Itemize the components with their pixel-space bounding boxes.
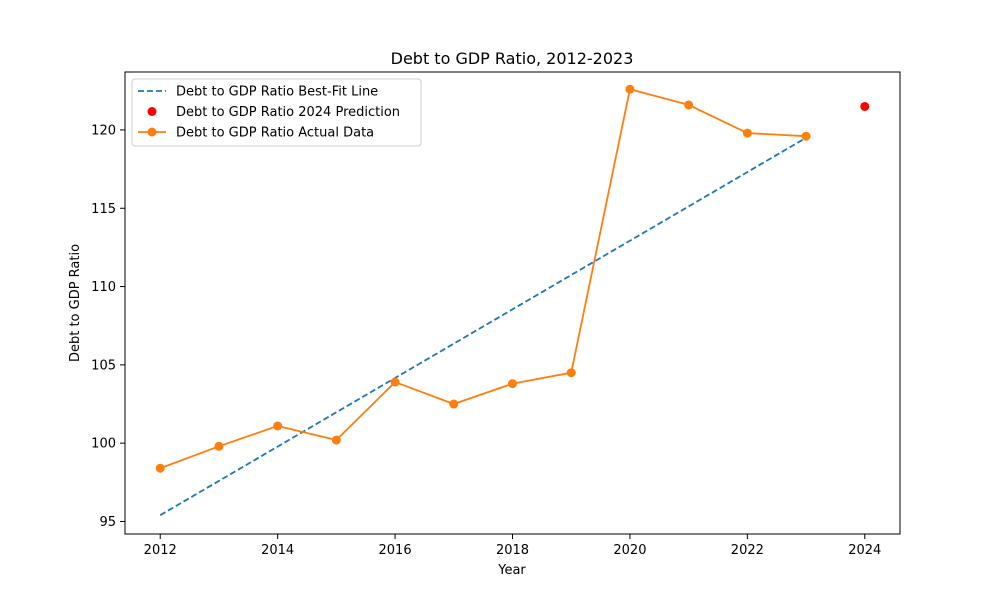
best-fit-line (159, 137, 807, 516)
x-tick-label: 2024 (848, 543, 881, 558)
y-tick-label: 100 (91, 437, 116, 452)
y-tick-label: 105 (91, 358, 116, 373)
actual-data-point (449, 399, 459, 409)
actual-data-line (159, 88, 807, 470)
x-axis: 2012 2014 2016 2018 2020 2022 2024 (144, 534, 881, 558)
x-tick-label: 2018 (496, 543, 529, 558)
x-axis-label: Year (497, 563, 526, 578)
y-axis: 95 100 105 110 115 120 (91, 123, 125, 530)
y-axis-label: Debt to GDP Ratio (68, 244, 83, 362)
x-tick-label: 2020 (613, 543, 646, 558)
legend-label-best-fit: Debt to GDP Ratio Best-Fit Line (176, 85, 378, 100)
actual-data-point (155, 463, 165, 473)
y-tick-label: 120 (91, 123, 116, 138)
y-tick-label: 115 (91, 202, 116, 217)
y-tick-label: 95 (99, 515, 116, 530)
actual-data-point (331, 435, 341, 445)
actual-data-point (684, 100, 694, 110)
plot-area (155, 84, 870, 516)
actual-data-point (273, 421, 283, 431)
legend-label-actual: Debt to GDP Ratio Actual Data (176, 126, 374, 141)
actual-data-point (508, 379, 517, 389)
x-tick-label: 2022 (731, 543, 764, 558)
actual-data-point (390, 377, 400, 387)
chart-title: Debt to GDP Ratio, 2012-2023 (391, 49, 634, 68)
legend-swatch-actual-marker (147, 127, 157, 137)
legend-swatch-prediction (147, 107, 157, 116)
actual-data-point (742, 128, 752, 138)
actual-data-point (625, 84, 635, 94)
x-tick-label: 2014 (261, 543, 294, 558)
y-tick-label: 110 (91, 280, 116, 295)
legend-box (131, 78, 422, 147)
legend: Debt to GDP Ratio Best-Fit Line Debt to … (131, 78, 422, 147)
x-tick-label: 2016 (379, 543, 412, 558)
actual-data-point (214, 441, 224, 451)
legend-label-prediction: Debt to GDP Ratio 2024 Prediction (176, 105, 400, 120)
prediction-point (860, 101, 870, 111)
actual-data-point (566, 368, 576, 378)
actual-data-point (801, 131, 811, 141)
x-tick-label: 2012 (144, 543, 177, 558)
